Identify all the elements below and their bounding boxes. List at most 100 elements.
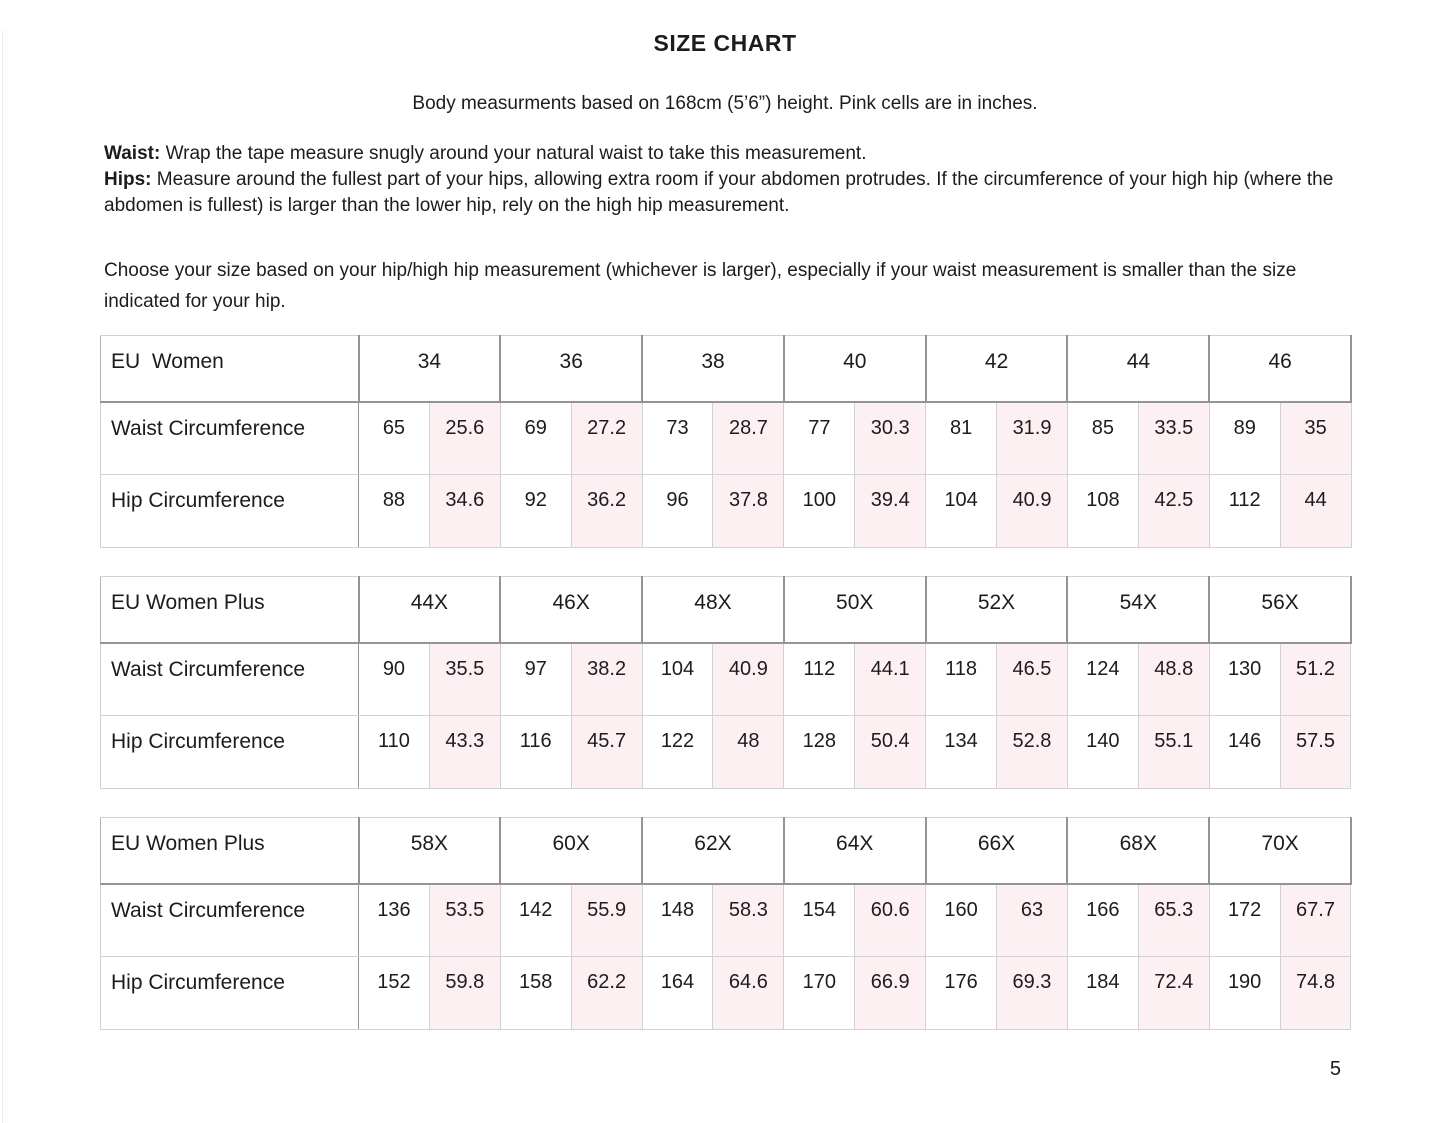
row-label-cell: Hip Circumference <box>100 956 359 1030</box>
size-header-cell: 48X <box>641 576 785 644</box>
hips-instruction: Hips: Measure around the fullest part of… <box>104 167 1352 219</box>
inch-value-cell: 43.3 <box>428 715 501 789</box>
inch-value-cell: 45.7 <box>570 715 643 789</box>
inch-value-cell: 36.2 <box>570 474 643 548</box>
table-header-row: EU Women Plus 58X 60X 62X 64X 66X 68X 70X <box>100 817 1352 885</box>
inch-value-cell: 27.2 <box>570 401 643 475</box>
cm-value-cell: 110 <box>358 715 430 789</box>
inch-value-cell: 25.6 <box>428 401 501 475</box>
size-header-cell: 38 <box>641 335 785 403</box>
size-header-cell: 66X <box>924 817 1069 885</box>
inch-value-cell: 55.9 <box>570 883 643 957</box>
inch-value-cell: 51.2 <box>1279 642 1352 716</box>
table-title-cell: EU Women <box>100 335 360 403</box>
size-header-cell: 40 <box>782 335 927 403</box>
size-table-1: EU Women 34 36 38 40 42 44 46 Waist Circumferenc… <box>100 335 1353 548</box>
inch-value-cell: 48 <box>712 715 785 789</box>
inch-value-cell: 74.8 <box>1279 956 1352 1030</box>
size-header-cell: 70X <box>1208 817 1352 885</box>
size-header-cell: 42 <box>924 335 1069 403</box>
cm-value-cell: 90 <box>358 642 430 716</box>
cm-value-cell: 85 <box>1066 401 1139 475</box>
cm-value-cell: 130 <box>1208 642 1281 716</box>
table-header-row: EU Women Plus 44X 46X 48X 50X 52X 54X 56X <box>100 576 1352 644</box>
size-tables-container: EU Women 34 36 38 40 42 44 46 Waist Circumferenc… <box>100 335 1353 1030</box>
cm-value-cell: 184 <box>1066 956 1139 1030</box>
row-label-cell: Hip Circumference <box>100 715 359 789</box>
inch-value-cell: 44.1 <box>854 642 927 716</box>
inch-value-cell: 31.9 <box>996 401 1068 475</box>
row-label-cell: Waist Circumference <box>100 642 359 716</box>
cm-value-cell: 190 <box>1208 956 1281 1030</box>
row-label-cell: Waist Circumference <box>100 401 359 475</box>
cm-value-cell: 73 <box>641 401 714 475</box>
table-title-cell: EU Women Plus <box>100 817 360 885</box>
cm-value-cell: 65 <box>358 401 430 475</box>
inch-value-cell: 63 <box>996 883 1068 957</box>
size-table-2: EU Women Plus 44X 46X 48X 50X 52X 54X 56X Waist … <box>100 576 1352 789</box>
inch-value-cell: 52.8 <box>996 715 1068 789</box>
inch-value-cell: 67.7 <box>1279 883 1352 957</box>
inch-value-cell: 38.2 <box>570 642 643 716</box>
cm-value-cell: 108 <box>1066 474 1139 548</box>
cm-value-cell: 122 <box>641 715 714 789</box>
waist-instruction-label: Waist: <box>104 143 161 164</box>
inch-value-cell: 72.4 <box>1137 956 1210 1030</box>
inch-value-cell: 65.3 <box>1137 883 1210 957</box>
size-header-cell: 46 <box>1208 335 1353 403</box>
cm-value-cell: 172 <box>1208 883 1281 957</box>
hip-row: Hip Circumference 110 43.3 116 45.7 122 48 128 5… <box>100 715 1352 789</box>
inch-value-cell: 40.9 <box>996 474 1068 548</box>
size-header-cell: 34 <box>357 335 502 403</box>
cm-value-cell: 97 <box>499 642 572 716</box>
inch-value-cell: 58.3 <box>712 883 785 957</box>
cm-value-cell: 118 <box>925 642 998 716</box>
page-number: 5 <box>1329 1058 1341 1080</box>
hip-row: Hip Circumference 152 59.8 158 62.2 164 64.6 17… <box>100 956 1352 1030</box>
row-label-cell: Waist Circumference <box>100 883 359 957</box>
cm-value-cell: 88 <box>358 474 430 548</box>
inch-value-cell: 44 <box>1279 474 1352 548</box>
inch-value-cell: 40.9 <box>712 642 785 716</box>
size-chart-page: SIZE CHART Body measurments based on 168… <box>0 30 1445 1081</box>
size-header-cell: 56X <box>1208 576 1352 644</box>
inch-value-cell: 60.6 <box>854 883 927 957</box>
inch-value-cell: 55.1 <box>1137 715 1210 789</box>
cm-value-cell: 160 <box>925 883 998 957</box>
cm-value-cell: 142 <box>499 883 572 957</box>
inch-value-cell: 33.5 <box>1137 401 1210 475</box>
cm-value-cell: 134 <box>925 715 998 789</box>
cm-value-cell: 140 <box>1066 715 1139 789</box>
inch-value-cell: 53.5 <box>428 883 501 957</box>
row-label-cell: Hip Circumference <box>100 474 359 548</box>
cm-value-cell: 166 <box>1066 883 1139 957</box>
cm-value-cell: 96 <box>641 474 714 548</box>
inch-value-cell: 69.3 <box>996 956 1068 1030</box>
inch-value-cell: 59.8 <box>428 956 501 1030</box>
cm-value-cell: 124 <box>1066 642 1139 716</box>
subtitle: Body measurments based on 168cm (5’6”) h… <box>412 93 1038 114</box>
size-header-cell: 54X <box>1066 576 1211 644</box>
inch-value-cell: 35 <box>1279 401 1352 475</box>
cm-value-cell: 136 <box>358 883 430 957</box>
cm-value-cell: 164 <box>641 956 714 1030</box>
size-header-cell: 50X <box>782 576 927 644</box>
waist-row: Waist Circumference 90 35.5 97 38.2 104 40.9 11… <box>100 642 1352 716</box>
inch-value-cell: 64.6 <box>712 956 785 1030</box>
measurement-instructions: Waist: Wrap the tape measure snugly arou… <box>104 141 1352 219</box>
inch-value-cell: 48.8 <box>1137 642 1210 716</box>
cm-value-cell: 92 <box>499 474 572 548</box>
cm-value-cell: 89 <box>1208 401 1281 475</box>
cm-value-cell: 69 <box>499 401 572 475</box>
table-header-row: EU Women 34 36 38 40 42 44 46 <box>100 335 1353 403</box>
cm-value-cell: 146 <box>1208 715 1281 789</box>
cm-value-cell: 128 <box>783 715 856 789</box>
size-selection-note: Choose your size based on your hip/high … <box>104 260 1297 312</box>
inch-value-cell: 46.5 <box>996 642 1068 716</box>
page-title: SIZE CHART <box>653 30 797 56</box>
inch-value-cell: 34.6 <box>428 474 501 548</box>
inch-value-cell: 42.5 <box>1137 474 1210 548</box>
inch-value-cell: 28.7 <box>712 401 785 475</box>
inch-value-cell: 30.3 <box>854 401 927 475</box>
cm-value-cell: 112 <box>1208 474 1281 548</box>
